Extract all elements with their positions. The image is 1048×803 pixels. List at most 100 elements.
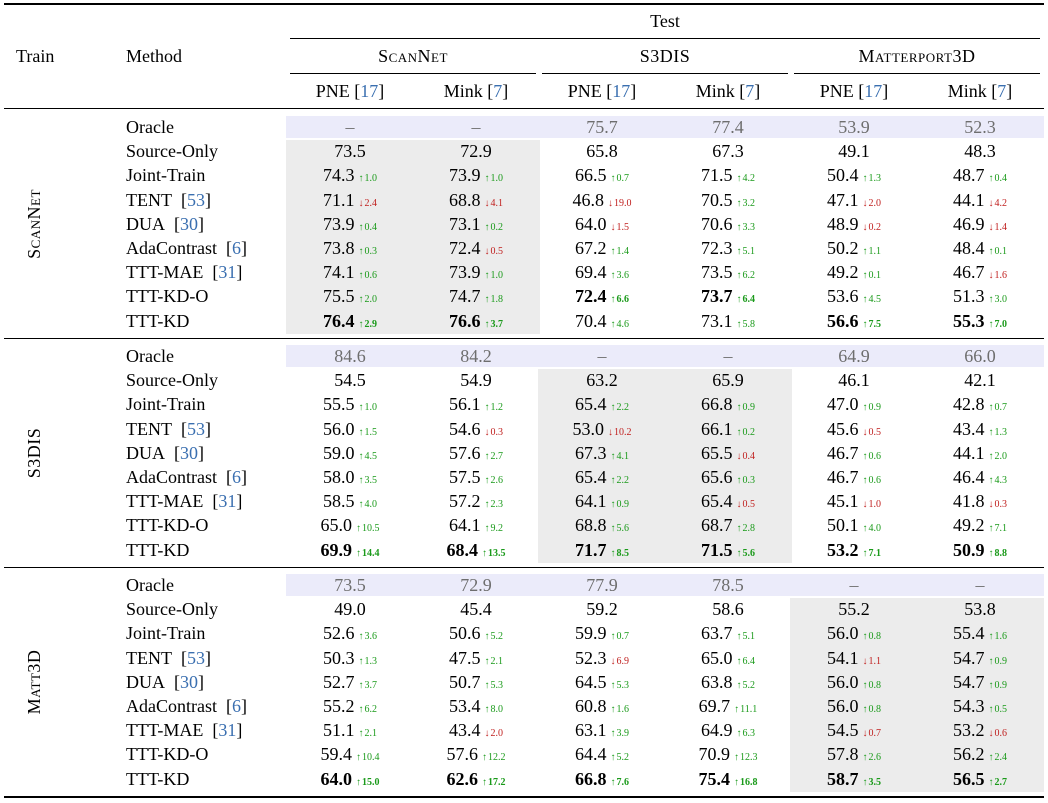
cell-value: 58.6	[712, 599, 744, 620]
method-name: TENT [53]	[126, 189, 211, 210]
cell-value: 65.0	[320, 515, 353, 536]
citation-link[interactable]: 53	[186, 418, 205, 439]
citation-link[interactable]: 31	[218, 720, 237, 741]
delta-value: 1.0	[364, 173, 378, 185]
value-cell: 55.4 ↑1.6	[920, 621, 1040, 645]
method-label: TTT-KD	[126, 310, 190, 331]
citation-link[interactable]: 30	[180, 442, 198, 463]
delta-value: 5.3	[616, 679, 630, 691]
arrow-up-icon: ↑7.1	[988, 523, 1008, 535]
cell-value: 72.9	[460, 141, 492, 162]
delta-value: 2.6	[868, 752, 882, 764]
method-label: TTT-KD-O	[126, 515, 209, 536]
method-label: DUA	[126, 442, 165, 463]
arrow-up-icon: ↑3.0	[988, 294, 1008, 306]
method-name: Oracle	[126, 573, 174, 597]
cell-value: 65.5	[701, 442, 733, 463]
train-label: ScanNet	[24, 188, 44, 259]
method-name: TTT-KD-O	[126, 742, 208, 766]
value-cell: –	[668, 344, 788, 368]
arrow-down-icon: ↓1.6	[988, 270, 1008, 282]
citation-link[interactable]: 53	[186, 647, 205, 668]
cell-value: 56.0	[323, 418, 355, 439]
value-cell: 63.1 ↑3.9	[542, 718, 662, 742]
citation-link[interactable]: 7	[745, 81, 755, 101]
arrow-up-icon: ↑2.6	[862, 752, 882, 764]
arrow-up-icon: ↑7.5	[862, 318, 882, 330]
value-cell: 77.9	[542, 573, 662, 597]
method-label: Joint-Train	[126, 394, 206, 415]
arrow-up-icon: ↑1.0	[358, 173, 378, 185]
cell-value: 46.7	[827, 442, 859, 463]
arrow-up-icon: ↑6.3	[736, 728, 756, 740]
arrow-up-icon: ↑12.3	[734, 752, 758, 764]
cell-value: 41.8	[953, 491, 985, 512]
cell-value: 73.9	[323, 213, 355, 234]
delta-value: 1.8	[490, 294, 504, 306]
arrow-up-icon: ↑7.0	[988, 318, 1008, 330]
delta-value: 1.4	[994, 221, 1008, 233]
arrow-up-icon: ↑0.1	[988, 246, 1008, 257]
cell-value: 47.5	[449, 647, 481, 668]
delta-value: 0.2	[868, 221, 882, 233]
delta-value: 2.6	[490, 475, 504, 486]
delta-value: 1.3	[868, 173, 882, 185]
value-cell: 73.1 ↑0.2	[416, 212, 536, 236]
arrow-up-icon: ↑7.6	[610, 776, 630, 788]
arrow-up-icon: ↑2.7	[988, 776, 1008, 788]
cell-value: 71.5	[701, 165, 733, 186]
citation-link[interactable]: 7	[997, 81, 1007, 101]
arrow-down-icon: ↓0.4	[736, 450, 756, 462]
arrow-up-icon: ↑3.7	[484, 318, 504, 330]
cell-value: 59.2	[586, 599, 618, 620]
delta-value: 1.2	[490, 402, 504, 414]
citation-link[interactable]: 31	[218, 262, 237, 283]
method-name: TENT [53]	[126, 418, 211, 439]
cell-value: 47.1	[827, 189, 859, 210]
arrow-up-icon: ↑1.0	[358, 402, 378, 414]
citation-link[interactable]: 31	[218, 491, 237, 512]
value-cell: 65.4 ↑2.2	[542, 465, 662, 489]
value-cell: 65.9	[668, 368, 788, 392]
value-cell: 73.5	[290, 573, 410, 597]
delta-value: 1.0	[490, 270, 504, 282]
arrow-up-icon: ↑1.2	[484, 402, 504, 414]
delta-value: 0.2	[490, 221, 504, 233]
delta-value: 2.0	[994, 450, 1008, 462]
citation-link[interactable]: 30	[180, 671, 198, 692]
arrow-down-icon: ↓1.4	[988, 221, 1008, 233]
value-cell: 72.4 ↓0.5	[416, 236, 536, 260]
value-cell: 67.3 ↑4.1	[542, 441, 662, 465]
arrow-up-icon: ↑1.1	[862, 246, 882, 257]
cell-value: 46.1	[838, 370, 870, 391]
cell-value: 68.8	[575, 515, 607, 536]
dataset-rule-s3dis	[542, 73, 788, 74]
method-name: TENT [53]	[126, 647, 211, 668]
value-cell: 66.5 ↑0.7	[542, 163, 662, 187]
arrow-up-icon: ↑1.6	[610, 704, 630, 715]
delta-value: 0.6	[994, 728, 1008, 740]
delta-value: 5.8	[742, 318, 756, 330]
arrow-up-icon: ↑6.2	[736, 270, 756, 282]
cell-value: –	[723, 346, 733, 366]
citation-link[interactable]: 6	[231, 467, 241, 487]
citation-link[interactable]: 53	[186, 189, 205, 210]
method-label: DUA	[126, 213, 165, 234]
dataset-header-matterport3d: Matterport3D	[858, 46, 976, 66]
cell-value: 76.4	[323, 310, 355, 331]
citation-link[interactable]: 30	[180, 213, 198, 234]
citation-link[interactable]: 6	[231, 238, 241, 258]
citation-link[interactable]: 17	[864, 81, 883, 101]
delta-value: 2.7	[490, 450, 504, 462]
citation-link[interactable]: 7	[493, 81, 503, 101]
value-cell: 52.3 ↓6.9	[542, 646, 662, 670]
value-cell: 66.8 ↑7.6	[542, 767, 662, 791]
cell-value: 75.7	[586, 117, 618, 137]
delta-value: 3.7	[364, 679, 378, 691]
citation-link[interactable]: 17	[360, 81, 379, 101]
delta-value: 0.3	[490, 426, 504, 438]
cell-value: 77.4	[712, 117, 744, 137]
citation-link[interactable]: 17	[612, 81, 631, 101]
citation-link[interactable]: 6	[231, 696, 241, 716]
in-domain-band	[538, 369, 792, 563]
